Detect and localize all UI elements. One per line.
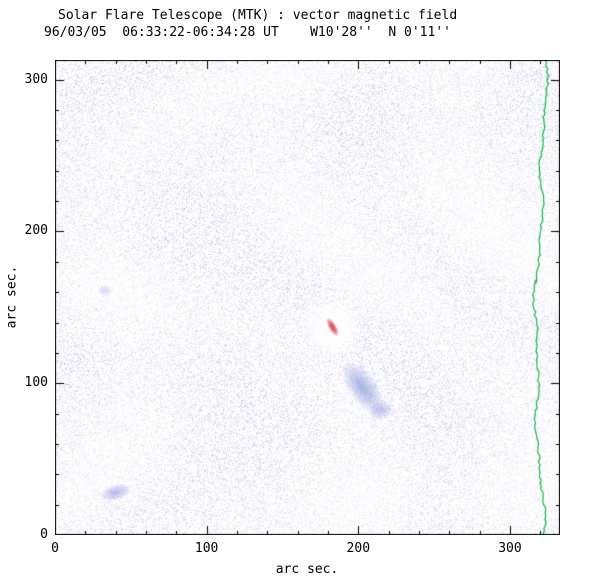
x-axis-label: arc sec.	[275, 562, 339, 577]
x-tick-label: 300	[498, 541, 522, 556]
plot-area	[55, 60, 560, 535]
y-tick-label: 0	[40, 527, 48, 542]
figure-subtitle: 96/03/05 06:33:22-06:34:28 UT W10'28'' N…	[44, 25, 451, 40]
y-axis-label: arc sec.	[4, 265, 20, 329]
figure-title: Solar Flare Telescope (MTK) : vector mag…	[58, 8, 458, 23]
y-tick-label: 300	[24, 71, 48, 87]
y-tick-label: 100	[24, 375, 48, 391]
y-tick-label: 200	[24, 223, 48, 239]
x-tick-label: 100	[194, 541, 219, 556]
magnetogram-canvas	[55, 60, 560, 535]
x-tick-label: 200	[346, 541, 371, 556]
x-tick-label: 0	[51, 541, 59, 556]
